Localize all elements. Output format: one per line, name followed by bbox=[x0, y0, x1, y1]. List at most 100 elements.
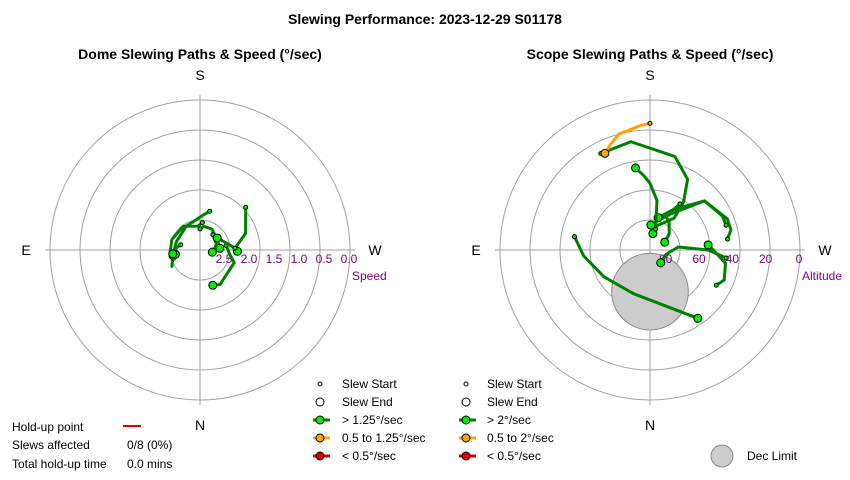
total-holdup-label: Total hold-up time bbox=[12, 457, 107, 471]
dome-legend-fast: > 1.25°/sec bbox=[342, 413, 403, 427]
scope-legend: Slew Start Slew End > 2°/sec 0.5 to 2°/s… bbox=[459, 377, 798, 468]
scope-compass-s: S bbox=[645, 67, 654, 83]
slew-end-point bbox=[168, 249, 178, 259]
slew-path bbox=[649, 199, 733, 241]
slew-end-point bbox=[631, 163, 641, 173]
slew-end-marker bbox=[315, 397, 325, 407]
dome-tick-label: 0.5 bbox=[316, 252, 333, 266]
slew-end-point bbox=[648, 229, 658, 239]
slew-end-marker bbox=[461, 397, 471, 407]
medium-swatch-dot bbox=[461, 433, 471, 443]
slew-start-point bbox=[207, 208, 213, 214]
slew-start-point bbox=[232, 245, 238, 251]
holdup-summary: Hold-up point Slews affected 0/8 (0%) To… bbox=[12, 420, 172, 471]
dome-compass-e: E bbox=[21, 242, 30, 258]
slew-path bbox=[599, 140, 690, 236]
slew-end-point bbox=[693, 313, 703, 323]
slew-path bbox=[211, 243, 236, 287]
medium-swatch-dot bbox=[315, 433, 325, 443]
slew-path bbox=[706, 243, 727, 287]
scope-legend-medium: 0.5 to 2°/sec bbox=[487, 431, 554, 445]
dome-legend-slow: < 0.5°/sec bbox=[342, 449, 396, 463]
scope-radial-ticks: 80 60 40 20 0 bbox=[659, 252, 803, 266]
scope-slew-paths bbox=[571, 120, 733, 323]
slew-path bbox=[634, 166, 659, 231]
slew-path bbox=[170, 209, 212, 268]
dome-legend-end: Slew End bbox=[342, 395, 393, 409]
slew-end-point bbox=[207, 247, 217, 257]
dome-legend: Slew Start Slew End > 1.25°/sec 0.5 to 1… bbox=[313, 377, 426, 463]
scope-compass-w: W bbox=[818, 242, 832, 258]
dec-limit-label: Dec Limit bbox=[747, 449, 798, 463]
dome-legend-start: Slew Start bbox=[342, 377, 397, 391]
scope-tick-label: 0 bbox=[796, 252, 803, 266]
slew-end-point bbox=[656, 258, 666, 268]
slew-path bbox=[603, 121, 652, 155]
scope-grid bbox=[495, 95, 805, 405]
slew-end-point bbox=[660, 237, 670, 247]
scope-compass-n: N bbox=[645, 417, 655, 433]
dome-tick-label: 1.5 bbox=[266, 252, 283, 266]
scope-legend-end: Slew End bbox=[487, 395, 538, 409]
scope-compass-e: E bbox=[471, 242, 480, 258]
slew-start-point bbox=[723, 222, 729, 228]
slew-start-point bbox=[653, 226, 659, 232]
dome-tick-label: 1.0 bbox=[291, 252, 308, 266]
dome-grid bbox=[45, 95, 355, 405]
dome-tick-label: 2.5 bbox=[216, 252, 233, 266]
slew-end-point bbox=[208, 280, 218, 290]
dome-radial-ticks: 2.5 2.0 1.5 1.0 0.5 0.0 bbox=[216, 252, 358, 266]
total-holdup-value: 0.0 mins bbox=[127, 457, 172, 471]
slew-start-marker bbox=[317, 381, 323, 387]
slew-end-point bbox=[212, 233, 222, 243]
slew-start-point bbox=[199, 220, 205, 226]
slew-start-point bbox=[571, 234, 577, 240]
scope-axis-label: Altitude bbox=[802, 269, 842, 283]
slew-path bbox=[573, 235, 700, 320]
fast-swatch-dot bbox=[315, 415, 325, 425]
scope-legend-start: Slew Start bbox=[487, 377, 542, 391]
scope-legend-fast: > 2°/sec bbox=[487, 413, 531, 427]
dome-axis-label: Speed bbox=[352, 269, 387, 283]
dome-slew-paths bbox=[168, 204, 249, 290]
slow-swatch-dot bbox=[461, 451, 471, 461]
dec-limit-zone bbox=[611, 252, 689, 331]
scope-chart: Scope Slewing Paths & Speed (°/sec) S N … bbox=[471, 46, 842, 433]
dome-compass-s: S bbox=[195, 67, 204, 83]
dome-compass-w: W bbox=[368, 242, 382, 258]
slow-swatch-dot bbox=[315, 451, 325, 461]
slew-path bbox=[663, 202, 682, 244]
slew-start-point bbox=[725, 236, 731, 242]
slew-start-marker bbox=[463, 381, 469, 387]
dome-chart: Dome Slewing Paths & Speed (°/sec) S N E… bbox=[21, 46, 386, 433]
fast-swatch-dot bbox=[461, 415, 471, 425]
dome-chart-title: Dome Slewing Paths & Speed (°/sec) bbox=[78, 46, 322, 62]
scope-tick-label: 20 bbox=[759, 252, 773, 266]
scope-chart-title: Scope Slewing Paths & Speed (°/sec) bbox=[527, 46, 774, 62]
slew-path bbox=[198, 224, 222, 250]
holdup-point-label: Hold-up point bbox=[12, 420, 84, 434]
slew-start-point bbox=[197, 226, 203, 232]
slew-start-point bbox=[178, 242, 184, 248]
slew-start-point bbox=[713, 282, 719, 288]
slews-affected-value: 0/8 (0%) bbox=[127, 438, 172, 452]
dome-tick-label: 0.0 bbox=[341, 252, 358, 266]
figure-title: Slewing Performance: 2023-12-29 S01178 bbox=[288, 11, 562, 27]
dome-legend-medium: 0.5 to 1.25°/sec bbox=[342, 431, 426, 445]
dec-limit-swatch bbox=[710, 444, 734, 468]
slew-path bbox=[168, 221, 204, 261]
slew-end-point bbox=[703, 240, 713, 250]
slew-start-point bbox=[647, 120, 653, 126]
scope-tick-label: 60 bbox=[692, 252, 706, 266]
scope-tick-label: 40 bbox=[726, 252, 740, 266]
dome-tick-label: 2.0 bbox=[241, 252, 258, 266]
slews-affected-label: Slews affected bbox=[12, 438, 90, 452]
slew-start-point bbox=[243, 204, 249, 210]
dome-compass-n: N bbox=[195, 417, 205, 433]
slew-start-point bbox=[677, 201, 683, 207]
slew-start-point bbox=[723, 255, 729, 261]
slew-end-point bbox=[600, 148, 610, 158]
scope-legend-slow: < 0.5°/sec bbox=[487, 449, 541, 463]
slew-path bbox=[233, 205, 248, 253]
